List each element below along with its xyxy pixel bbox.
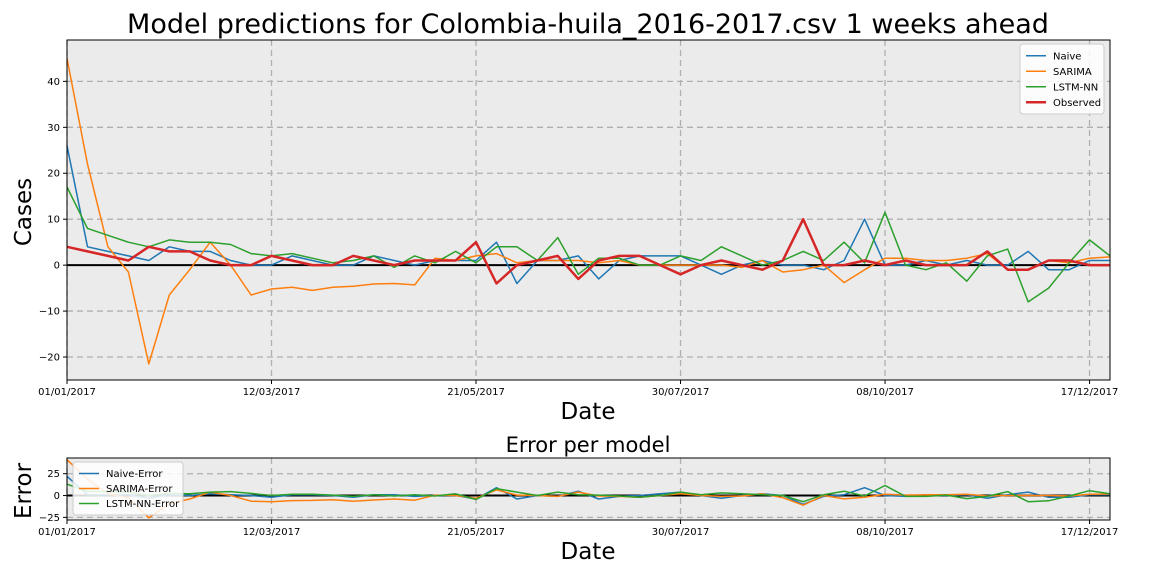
legend-box	[72, 461, 184, 516]
main-plot-frame	[66, 39, 1111, 381]
x-tick-label: 01/01/2017	[38, 527, 96, 538]
y-tick-label: −10	[39, 307, 60, 318]
y-tick-label: 0	[54, 261, 60, 272]
x-tick-label: 21/05/2017	[447, 387, 505, 398]
main-chart-title: Model predictions for Colombia-huila_201…	[127, 9, 1049, 40]
y-tick-label: 10	[47, 215, 60, 226]
legend-label: SARIMA-Error	[106, 484, 173, 495]
legend-label: LSTM-NN	[1053, 82, 1098, 93]
error-legend: Naive-Error SARIMA-Error LSTM-NN-Error	[72, 461, 184, 516]
error-y-ticks: −25 0 25	[39, 469, 67, 524]
series-line-sarima-error	[66, 459, 1111, 519]
y-tick-label: 25	[47, 469, 60, 480]
legend-label: Naive-Error	[106, 469, 163, 480]
legend-label: Naive	[1053, 51, 1081, 62]
legend-box	[1019, 43, 1105, 115]
series-line-observed	[66, 217, 1110, 285]
error-y-axis-label: Error	[11, 462, 37, 519]
x-tick-label: 12/03/2017	[243, 387, 301, 398]
error-plot-frame	[66, 457, 1111, 521]
main-y-axis-label: Cases	[11, 178, 37, 246]
series-line-sarima	[66, 58, 1111, 365]
x-tick-label: 30/07/2017	[652, 387, 710, 398]
x-tick-label: 08/10/2017	[856, 387, 914, 398]
y-tick-label: 40	[47, 77, 60, 88]
legend-label: Observed	[1053, 98, 1101, 109]
series-line-naive	[66, 145, 1110, 285]
main-legend: Naive SARIMA LSTM-NN Observed	[1019, 43, 1105, 115]
error-chart-title: Error per model	[506, 433, 671, 457]
x-tick-label: 17/12/2017	[1061, 527, 1119, 538]
error-series	[66, 459, 1111, 519]
y-tick-label: −20	[39, 353, 60, 364]
legend-label: LSTM-NN-Error	[106, 499, 180, 510]
error-x-ticks: 01/01/2017 12/03/2017 21/05/2017 30/07/2017…	[38, 520, 1118, 538]
x-tick-label: 08/10/2017	[856, 527, 914, 538]
error-x-axis-label: Date	[561, 539, 616, 565]
main-x-ticks: 01/01/2017 12/03/2017 21/05/2017 30/07/2017…	[38, 380, 1118, 398]
y-tick-label: 30	[47, 123, 60, 134]
y-tick-label: −25	[39, 513, 60, 524]
main-x-axis-label: Date	[561, 399, 616, 425]
y-tick-label: 20	[47, 169, 60, 180]
x-tick-label: 21/05/2017	[447, 527, 505, 538]
series-line-lstm-nn-error	[66, 483, 1111, 503]
x-tick-label: 01/01/2017	[38, 387, 96, 398]
legend-label: SARIMA	[1053, 67, 1092, 78]
x-tick-label: 30/07/2017	[652, 527, 710, 538]
x-tick-label: 17/12/2017	[1061, 387, 1119, 398]
main-plot-area	[66, 39, 1111, 381]
main-chart: Model predictions for Colombia-huila_201…	[11, 9, 1118, 425]
main-y-ticks: −20 −10 0 10 20 30 40	[39, 77, 67, 364]
y-tick-label: 0	[54, 491, 60, 502]
x-tick-label: 12/03/2017	[243, 527, 301, 538]
error-chart: Error per model −25 0 25 01/01/2017 12/03/2…	[11, 433, 1118, 565]
error-plot-area	[66, 457, 1111, 521]
main-series	[66, 58, 1111, 365]
